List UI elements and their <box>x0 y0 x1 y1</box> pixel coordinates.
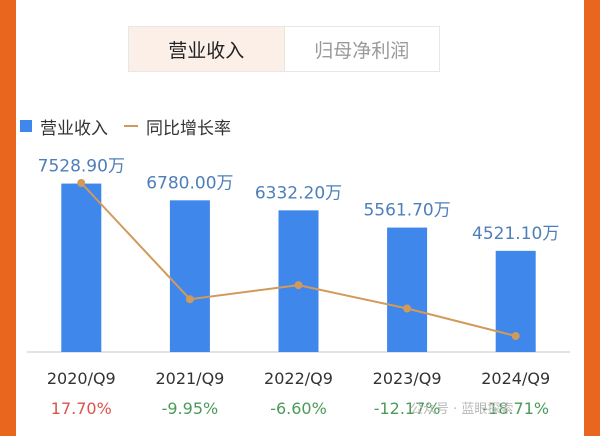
growth-point-1 <box>185 295 194 304</box>
tab-revenue[interactable]: 营业收入 <box>129 27 285 71</box>
x-tick-label-2: 2022/Q9 <box>264 369 333 388</box>
growth-label-3: -12.17% <box>374 399 441 418</box>
legend-item-revenue[interactable]: 营业收入 <box>20 114 108 139</box>
growth-point-4 <box>511 332 520 340</box>
growth-label-2: -6.60% <box>270 399 327 418</box>
x-tick-label-0: 2020/Q9 <box>47 369 116 388</box>
legend-label-growth: 同比增长率 <box>146 118 231 139</box>
growth-point-3 <box>403 304 412 313</box>
tab-net-profit[interactable]: 归母净利润 <box>284 27 439 71</box>
bar-value-label-1: 6780.00万 <box>146 173 233 193</box>
x-tick-label-1: 2021/Q9 <box>155 369 224 388</box>
growth-label-4: -18.71% <box>482 399 549 418</box>
bar-revenue-1 <box>169 200 210 352</box>
bar-value-label-3: 5561.70万 <box>363 201 450 221</box>
growth-point-0 <box>77 179 86 187</box>
x-tick-label-4: 2024/Q9 <box>481 369 550 388</box>
metric-tabs: 营业收入 归母净利润 <box>128 26 440 72</box>
bar-value-label-2: 6332.20万 <box>255 183 342 203</box>
watermark-text: 公众号 · 蓝眼探索 <box>410 402 514 417</box>
bar-revenue-0 <box>61 183 102 352</box>
legend-item-growth[interactable]: 同比增长率 <box>124 114 231 139</box>
legend-line-swatch <box>124 125 138 127</box>
legend-label-revenue: 营业收入 <box>40 118 108 139</box>
growth-label-0: 17.70% <box>51 399 112 418</box>
bar-revenue-3 <box>387 227 428 352</box>
x-tick-label-3: 2023/Q9 <box>373 369 442 388</box>
bar-value-label-0: 7528.90万 <box>38 157 125 177</box>
growth-label-1: -9.95% <box>162 399 219 418</box>
legend-bar-swatch <box>20 120 32 132</box>
chart-legend: 营业收入 同比增长率 <box>20 114 247 139</box>
bar-value-label-4: 4521.10万 <box>472 224 559 244</box>
growth-point-2 <box>294 281 303 290</box>
